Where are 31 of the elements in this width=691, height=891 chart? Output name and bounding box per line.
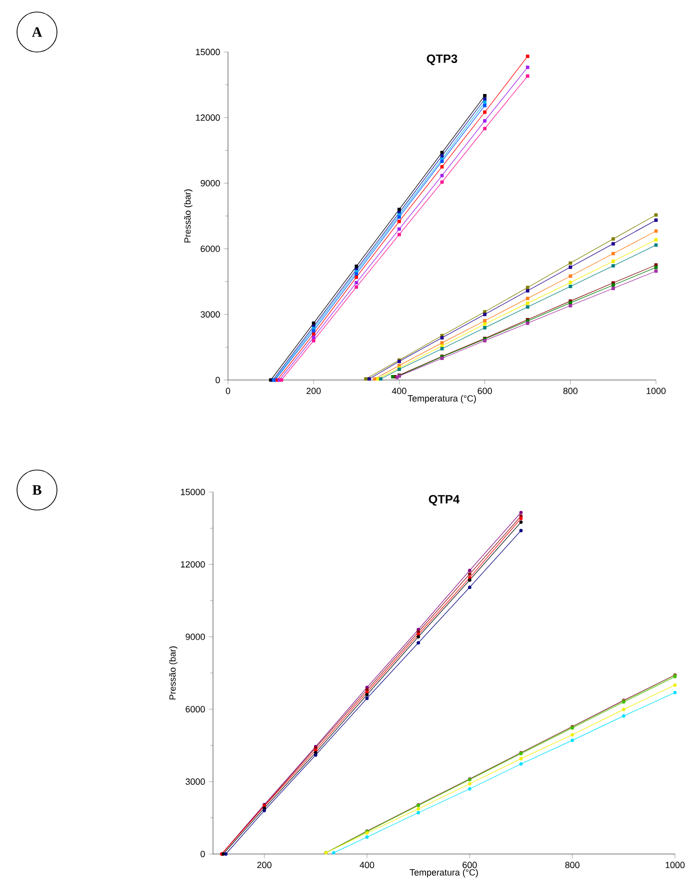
- x-axis-title: Temperatura (°C): [408, 394, 476, 404]
- x-tick-label: 600: [462, 862, 477, 868]
- x-tick-label: 1000: [646, 388, 666, 394]
- x-tick-label: 1000: [666, 862, 685, 868]
- x-tick-label: 800: [563, 388, 578, 394]
- y-tick-label: 0: [200, 850, 205, 858]
- x-tick-label: 200: [257, 862, 272, 868]
- y-tick-label: 6000: [186, 706, 205, 712]
- y-tick-label: 9000: [200, 180, 220, 186]
- chart-title: QTP3: [426, 54, 458, 66]
- x-tick-label: 0: [226, 388, 230, 394]
- y-tick-label: 3000: [200, 311, 220, 318]
- y-tick-label: 6000: [200, 246, 220, 252]
- y-axis-title: Pressão (bar): [169, 646, 178, 700]
- x-tick-label: 600: [478, 388, 492, 394]
- y-tick-label: 12000: [196, 114, 220, 121]
- y-tick-label: 15000: [196, 48, 220, 56]
- x-tick-label: 200: [306, 388, 321, 394]
- text: A: [32, 27, 42, 37]
- y-tick-label: 3000: [186, 778, 205, 785]
- x-tick-label: 400: [360, 862, 374, 868]
- y-tick-label: 9000: [186, 634, 205, 640]
- x-axis-title: Temperatura (°C): [410, 868, 478, 878]
- y-axis-title: Pressão (bar): [184, 189, 192, 242]
- y-tick-label: 0: [216, 376, 220, 384]
- chart-title: QTP4: [428, 494, 460, 506]
- text: B: [32, 485, 42, 495]
- x-tick-label: 800: [565, 862, 580, 868]
- y-tick-label: 15000: [180, 488, 205, 496]
- x-tick-label: 400: [392, 388, 406, 394]
- y-tick-label: 12000: [180, 561, 205, 568]
